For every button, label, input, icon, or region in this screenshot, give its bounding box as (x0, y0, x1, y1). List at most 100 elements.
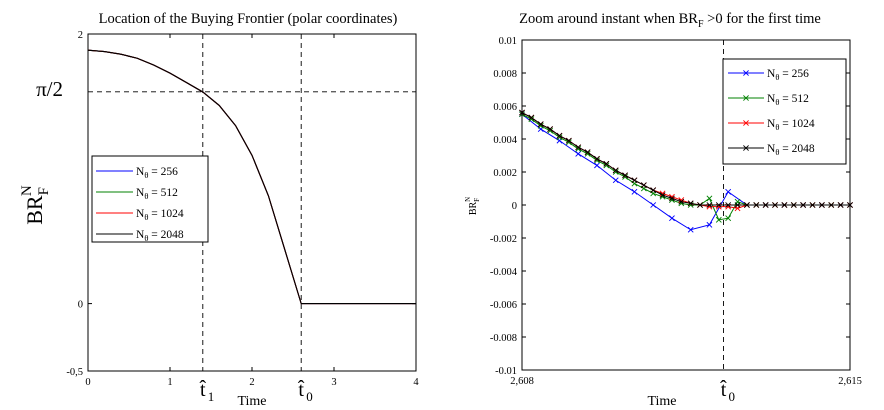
left-legend-item: Nθ = 256 (96, 166, 178, 180)
left-chart: Location of the Buying Frontier (polar c… (19, 11, 419, 409)
right-legend-box (722, 58, 847, 165)
svg-text:Nθ = 2048: Nθ = 2048 (767, 143, 815, 157)
svg-text:Nθ = 512: Nθ = 512 (136, 187, 178, 201)
right-y-tick-label: 0.006 (493, 102, 517, 113)
right-legend-label-main: N (767, 68, 776, 80)
right-series-3-marker (772, 202, 778, 208)
right-y-axis-label-main: BR (468, 201, 479, 215)
right-legend-item: Nθ = 512 (728, 93, 809, 107)
right-legend-label-sub: θ (775, 72, 779, 82)
right-t0-tick-subscript: 0 (728, 389, 735, 404)
right-series-3-marker (725, 202, 732, 208)
right-series-0-marker (575, 150, 582, 157)
left-pi-half-tick: π/2 (36, 77, 63, 101)
left-t0-tick: t̂ 0 (297, 379, 313, 404)
svg-text:Nθ = 1024: Nθ = 1024 (767, 118, 815, 132)
left-legend-label-main: N (136, 166, 145, 178)
left-legend-label-sub: θ (144, 191, 148, 201)
left-legend-box (91, 155, 209, 243)
left-legend: Nθ = 256 Nθ = 512 Nθ = 1024 Nθ = 2048 (91, 155, 209, 243)
left-y-axis-label: BRFN (19, 185, 52, 225)
left-t1-tick: t̂ 1 (199, 379, 215, 404)
left-legend-label-main: N (136, 208, 145, 220)
right-series-1-marker (622, 174, 629, 180)
right-series-1-marker (547, 127, 554, 134)
svg-text:Nθ = 256: Nθ = 256 (136, 166, 178, 180)
right-series-3-marker (837, 202, 844, 208)
right-series-3-marker (659, 192, 666, 199)
right-y-axis-label-sub: F (473, 198, 481, 202)
right-series-1-marker (556, 134, 563, 141)
right-series-3-marker (678, 198, 685, 205)
right-series-1-marker (575, 145, 582, 152)
left-legend-label-main: N (136, 229, 145, 241)
left-x-tick-label: 1 (167, 377, 172, 388)
right-x-tick-label: 2,608 (510, 376, 534, 387)
right-series-0-marker (669, 215, 675, 222)
right-y-tick-label: 0.008 (493, 69, 517, 80)
left-legend-label-sub: θ (144, 212, 148, 222)
svg-text:BRFN: BRFN (19, 185, 52, 225)
right-series-0-marker (594, 162, 600, 169)
left-legend-label-sub: θ (144, 233, 148, 243)
left-legend-label-rest: = 512 (148, 187, 178, 199)
right-series-1-marker (603, 162, 610, 169)
right-series-3-marker (650, 187, 657, 194)
right-legend-label-sub: θ (775, 122, 779, 132)
left-x-tick-label: 2 (249, 377, 254, 388)
right-series-3-marker (762, 202, 769, 208)
left-y-tick-label: 0 (78, 300, 83, 311)
left-legend-label-rest: = 1024 (148, 208, 183, 220)
right-series-1-marker (537, 122, 544, 129)
left-y-axis-label-main: BR (22, 195, 47, 225)
right-legend-label-rest: = 1024 (779, 118, 814, 130)
right-series-1-marker (565, 139, 572, 146)
right-series-3-marker (809, 202, 816, 208)
right-t0-tick: t̂ 0 (719, 379, 735, 404)
left-legend-label-rest: = 256 (148, 166, 178, 178)
right-series-0-marker (612, 177, 619, 184)
right-legend-marker (743, 145, 749, 151)
right-y-axis-label-sup: N (464, 197, 472, 202)
right-chart-title-sub: F (698, 19, 704, 30)
right-series-1-marker (612, 169, 619, 175)
right-x-axis-label: Time (647, 394, 676, 409)
right-y-tick-label: -0.006 (490, 300, 517, 311)
right-legend-marker (743, 95, 749, 101)
left-series-line-3 (87, 49, 416, 305)
right-t0-tick-label: t̂ (719, 379, 727, 401)
right-legend-marker (743, 70, 749, 76)
left-y-tick-label: 2 (78, 30, 83, 41)
left-chart-title: Location of the Buying Frontier (polar c… (99, 11, 398, 27)
right-legend-marker (743, 120, 749, 126)
right-series-0-marker (725, 188, 732, 195)
right-series-3-marker (706, 202, 713, 208)
right-y-tick-label: 0 (512, 201, 517, 212)
right-series-0-marker (687, 226, 694, 233)
right-series-3-marker (603, 160, 610, 167)
right-series-3-marker (800, 202, 807, 208)
left-legend-item: Nθ = 2048 (96, 229, 184, 243)
right-y-tick-label: 0.004 (493, 135, 517, 146)
left-t0-tick-subscript: 0 (306, 389, 313, 404)
right-series-1-marker (715, 216, 722, 223)
right-series-3-marker (753, 202, 760, 208)
left-axis-ticks: 0 1 2 3 4-0,502 (66, 30, 419, 388)
right-axis-ticks: 2,608 2,615 0.01 0.008 0.006 0.004 0.002 0 -0.00… (490, 36, 862, 387)
right-chart: Zoom around instant when BRF >0 for the … (464, 11, 862, 409)
left-reference-lines (88, 34, 416, 371)
left-legend-label-rest: = 2048 (148, 229, 183, 241)
right-y-tick-label: -0.004 (490, 267, 518, 278)
right-y-axis-label: BRFN (464, 197, 481, 215)
right-series-3-marker (528, 114, 535, 121)
right-series-1-marker (706, 195, 713, 202)
right-legend-label-main: N (767, 93, 776, 105)
right-legend-label-main: N (767, 118, 776, 130)
right-series-3-marker (537, 121, 544, 128)
right-legend-label-rest: = 512 (779, 93, 809, 105)
right-x-tick-label: 2,615 (838, 376, 862, 387)
right-y-tick-label: -0.01 (495, 366, 517, 377)
right-legend-label-main: N (767, 143, 776, 155)
left-x-tick-label: 4 (413, 377, 419, 388)
right-series-lines (519, 109, 853, 233)
